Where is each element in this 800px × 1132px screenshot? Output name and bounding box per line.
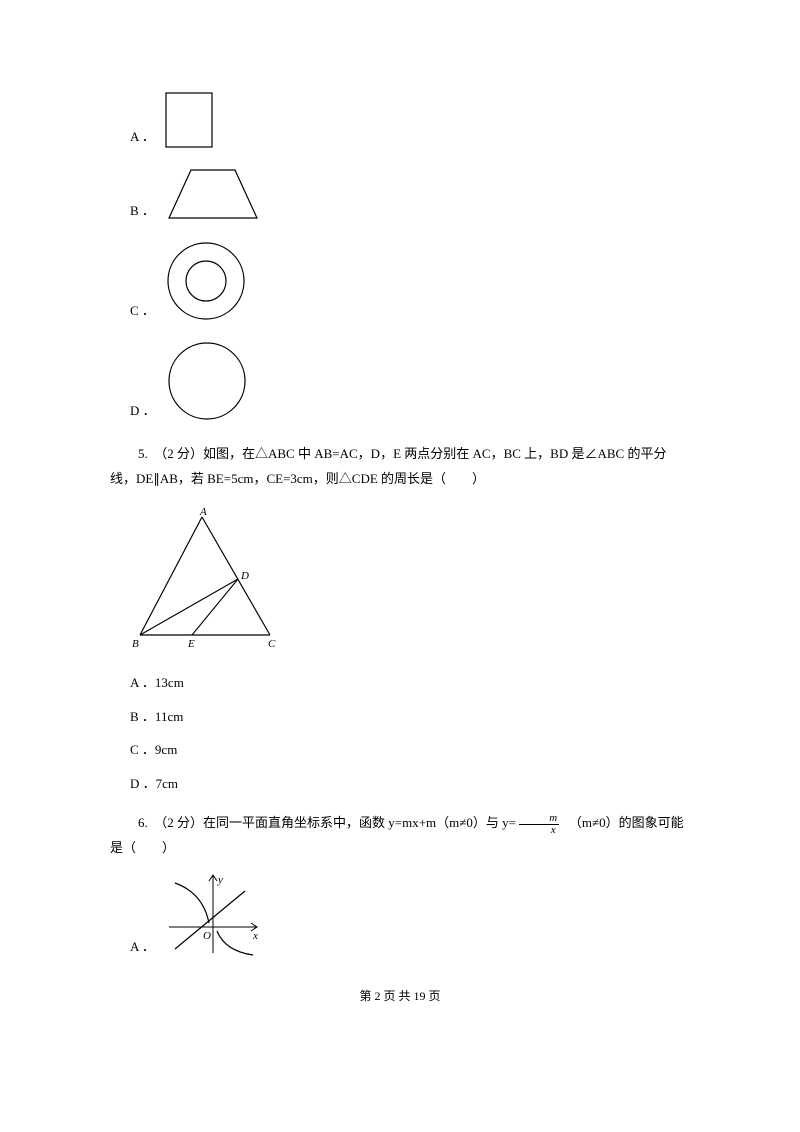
- q5-text: 5. （2 分）如图，在△ABC 中 AB=AC，D，E 两点分别在 AC，BC…: [110, 442, 690, 491]
- label-A: A: [199, 506, 207, 518]
- page-footer: 第 2 页 共 19 页: [110, 987, 690, 1005]
- q4-option-c: C ．: [110, 238, 690, 324]
- label-D: D: [240, 570, 249, 582]
- axis-x-label: x: [252, 930, 258, 942]
- q5-option-b: B ．11cm: [110, 707, 690, 727]
- fraction-m-over-x: m x: [519, 813, 559, 836]
- option-label: C ．: [130, 301, 155, 325]
- q4-option-d: D ．: [110, 338, 690, 424]
- circle-shape: [164, 338, 250, 424]
- q5-option-d: D ．7cm: [110, 774, 690, 794]
- concentric-circles-shape: [163, 238, 249, 324]
- fraction-den: x: [519, 825, 559, 836]
- label-B: B: [132, 638, 139, 650]
- trapezoid-shape: [163, 164, 263, 224]
- q6-text: 6. （2 分）在同一平面直角坐标系中，函数 y=mx+m（m≠0）与 y= m…: [110, 811, 690, 860]
- rectangle-shape: [163, 90, 215, 150]
- page-container: A ． B ． C ． D ．: [0, 0, 800, 1045]
- label-E: E: [187, 638, 195, 650]
- q6-option-a: A ． y x O: [110, 871, 690, 961]
- option-label: A ．: [130, 127, 155, 151]
- axis-y-label: y: [217, 874, 223, 886]
- option-label: B ．: [130, 201, 155, 225]
- q4-option-a: A ．: [110, 90, 690, 150]
- q5-option-a: A ．13cm: [110, 673, 690, 693]
- option-label: D ．: [130, 401, 156, 425]
- q4-option-b: B ．: [110, 164, 690, 224]
- option-label: A ．: [130, 937, 155, 961]
- q5-figure: A B C D E: [110, 505, 690, 655]
- q6-text-pre: 6. （2 分）在同一平面直角坐标系中，函数 y=mx+m（m≠0）与 y=: [138, 815, 516, 830]
- origin-label: O: [203, 930, 211, 942]
- coord-graph: y x O: [163, 871, 263, 961]
- q5-option-c: C ．9cm: [110, 740, 690, 760]
- label-C: C: [268, 638, 276, 650]
